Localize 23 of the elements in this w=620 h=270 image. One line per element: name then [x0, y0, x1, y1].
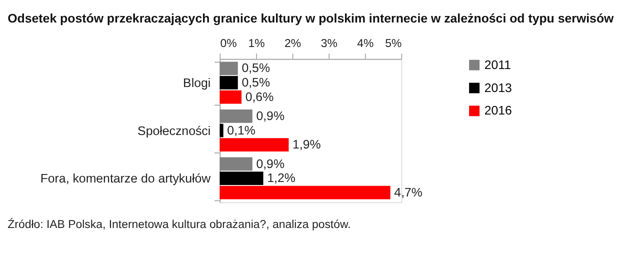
- data-label: 1,9%: [292, 138, 321, 152]
- y-tick-label: Społeczności: [138, 124, 211, 138]
- data-label: 0,5%: [242, 61, 270, 76]
- y-tick-label: Blogi: [183, 76, 211, 90]
- x-tick-label: 3%: [320, 38, 338, 50]
- legend-label: 2011: [484, 58, 512, 72]
- data-label: 0,9%: [256, 156, 284, 171]
- data-label: 0,9%: [256, 109, 284, 123]
- x-tick-label: 2%: [284, 38, 302, 50]
- data-label: 0,6%: [245, 90, 274, 104]
- legend-label: 2013: [484, 80, 512, 95]
- y-tick-label: Fora, komentarze do artykułów: [40, 172, 211, 186]
- data-label: 1,2%: [267, 171, 296, 186]
- x-tick-label: 5%: [385, 38, 402, 50]
- data-label: 0,1%: [227, 123, 256, 138]
- x-tick-label: 1%: [248, 38, 265, 50]
- x-tick-label: 4%: [357, 38, 374, 50]
- data-label: 0,5%: [242, 76, 270, 90]
- legend-label: 2016: [484, 104, 512, 118]
- chart-title: Odsetek postów przekraczających granice kultury w polskim internecie w zależności od typu serwisów: [8, 12, 614, 26]
- x-tick-label: 0%: [220, 38, 237, 50]
- text: Źródło: IAB Polska, Internetowa kultura obrażania?, analiza postów.: [8, 218, 351, 231]
- data-label: 4,7%: [394, 185, 422, 200]
